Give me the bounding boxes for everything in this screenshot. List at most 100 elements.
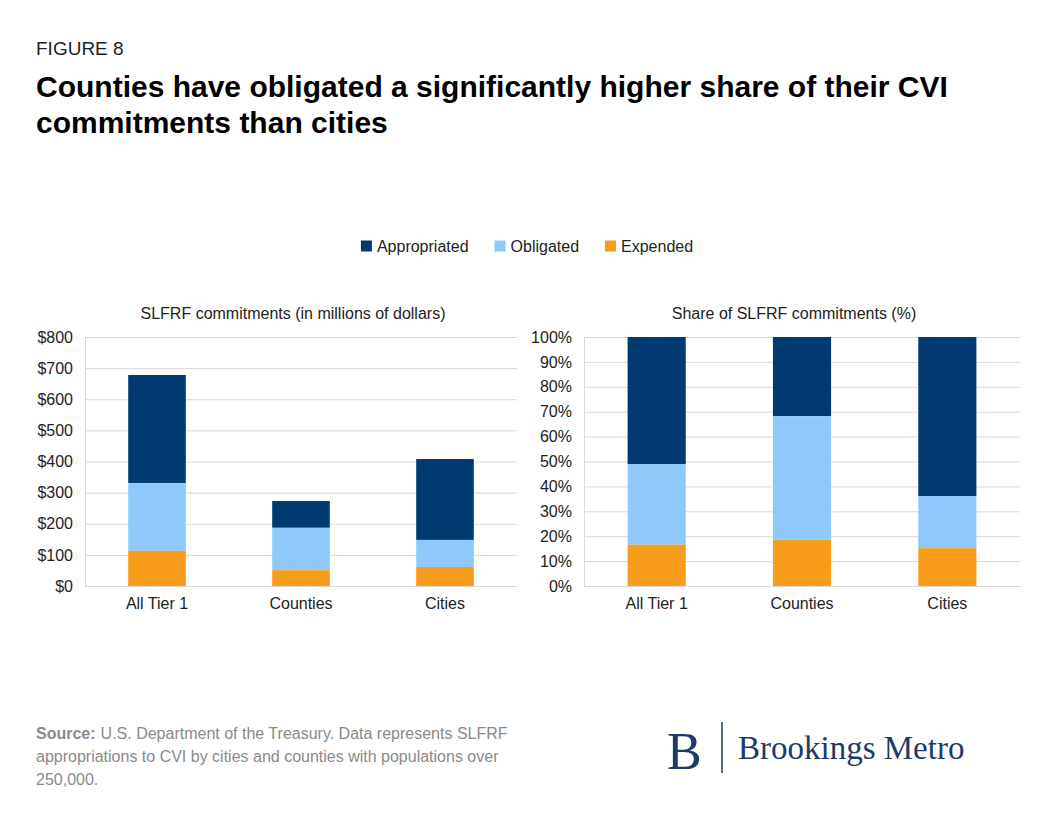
title: Counties have obligated a significantly … — [36, 70, 948, 103]
bar — [628, 337, 686, 464]
background — [0, 0, 1050, 825]
y-tick-label: 0% — [549, 578, 572, 595]
bar — [272, 528, 330, 570]
bar — [773, 416, 831, 540]
grid-line — [85, 368, 517, 369]
legend-item: Obligated — [495, 238, 580, 255]
x-tick-label: Cities — [927, 595, 967, 612]
y-tick-label: $0 — [55, 578, 73, 595]
y-tick-label: $300 — [37, 484, 73, 501]
title: commitments than cities — [36, 106, 388, 139]
bar — [416, 540, 474, 567]
x-axis: All Tier 1 Counties Cities — [585, 586, 1021, 612]
bar — [416, 567, 474, 586]
bar — [416, 459, 474, 540]
brand-divider — [721, 722, 723, 773]
legend-swatch — [361, 241, 372, 252]
y-tick-label: 80% — [540, 378, 572, 395]
source-line: 250,000. — [36, 771, 98, 788]
series — [628, 416, 977, 548]
bar — [128, 483, 186, 551]
brand-name: Brookings Metro — [738, 730, 964, 766]
source: Source: U.S. Department of the Treasury. … — [36, 725, 508, 788]
chart: 0% 10% 20% 30% 40% 50% 60% 70% 80% 90% 100% All Tie… — [531, 305, 1020, 612]
y-tick-label: 20% — [540, 528, 572, 545]
y-tick-label: 40% — [540, 478, 572, 495]
x-tick: Cities — [425, 586, 465, 612]
bars — [128, 375, 474, 586]
y-tick-label: $400 — [37, 453, 73, 470]
source-label: Source: — [36, 725, 96, 742]
source-line: appropriations to CVI by cities and coun… — [36, 748, 499, 765]
legend-swatch — [495, 241, 506, 252]
x-tick-label: Counties — [770, 595, 833, 612]
x-tick-label: All Tier 1 — [626, 595, 688, 612]
y-tick-label: $100 — [37, 546, 73, 563]
bar — [128, 551, 186, 586]
grid-line — [85, 586, 517, 587]
source-line: Source: U.S. Department of the Treasury. … — [36, 725, 508, 742]
legend: Appropriated Obligated Expended — [361, 238, 693, 255]
series — [128, 551, 474, 586]
bar — [272, 570, 330, 586]
bar — [918, 337, 976, 496]
y-tick-label: 90% — [540, 354, 572, 371]
y-tick-label: 70% — [540, 403, 572, 420]
y-axis-line — [585, 338, 1021, 587]
bar — [773, 337, 831, 416]
chart-title: Share of SLFRF commitments (%) — [672, 305, 917, 322]
legend-label: Expended — [621, 238, 693, 255]
bar — [918, 548, 976, 586]
grid-line — [85, 337, 517, 338]
series — [628, 540, 977, 586]
x-tick: All Tier 1 — [126, 586, 188, 612]
bar — [128, 375, 186, 483]
x-tick-label: Counties — [269, 595, 332, 612]
legend-label: Obligated — [511, 238, 580, 255]
y-tick-label: $200 — [37, 515, 73, 532]
brand-mark: B — [667, 723, 702, 780]
bar — [272, 501, 330, 528]
bar — [628, 545, 686, 586]
y-tick: $600 — [37, 391, 517, 408]
x-tick: Counties — [770, 586, 833, 612]
x-axis-line — [585, 586, 1021, 587]
y-tick-label: 100% — [531, 329, 572, 346]
y-tick: $800 — [37, 329, 517, 346]
grid-line — [584, 586, 1020, 587]
y-tick-label: $500 — [37, 422, 73, 439]
x-tick-label: All Tier 1 — [126, 595, 188, 612]
y-axis: 0% 10% 20% 30% 40% 50% 60% 70% 80% 90% 100% — [531, 329, 1020, 595]
figure-label: FIGURE 8 — [36, 38, 124, 59]
y-tick-label: 10% — [540, 553, 572, 570]
brand: B Brookings Metro — [667, 722, 964, 780]
bar — [773, 540, 831, 586]
x-axis: All Tier 1 Counties Cities — [86, 586, 518, 612]
y-tick-label: $700 — [37, 360, 73, 377]
y-axis-line — [86, 338, 518, 587]
y-tick-label: 60% — [540, 428, 572, 445]
legend-item: Expended — [605, 238, 693, 255]
y-tick-label: 30% — [540, 503, 572, 520]
y-tick-label: $600 — [37, 391, 73, 408]
legend-swatch — [605, 241, 616, 252]
bar — [918, 496, 976, 548]
y-tick-label: 50% — [540, 453, 572, 470]
x-axis-line — [86, 586, 518, 587]
chart: $0 $100 $200 $300 $400 $500 $600 $700 $800 All Ti… — [37, 305, 517, 612]
x-tick: Counties — [269, 586, 332, 612]
x-tick: Cities — [927, 586, 967, 612]
figure: FIGURE 8 Counties have obligated a signif… — [0, 0, 1050, 825]
y-tick: $500 — [37, 422, 517, 439]
x-tick-label: Cities — [425, 595, 465, 612]
y-tick: $700 — [37, 360, 517, 377]
y-tick-label: $800 — [37, 329, 73, 346]
y-axis: $0 $100 $200 $300 $400 $500 $600 $700 $800 — [37, 329, 517, 595]
x-tick: All Tier 1 — [626, 586, 688, 612]
bar — [628, 464, 686, 544]
legend-item: Appropriated — [361, 238, 469, 255]
chart-title: SLFRF commitments (in millions of dollar… — [141, 305, 446, 322]
title-group: Counties have obligated a significantly … — [36, 70, 948, 139]
source-text: U.S. Department of the Treasury. Data re… — [101, 725, 508, 742]
bars — [628, 337, 977, 586]
